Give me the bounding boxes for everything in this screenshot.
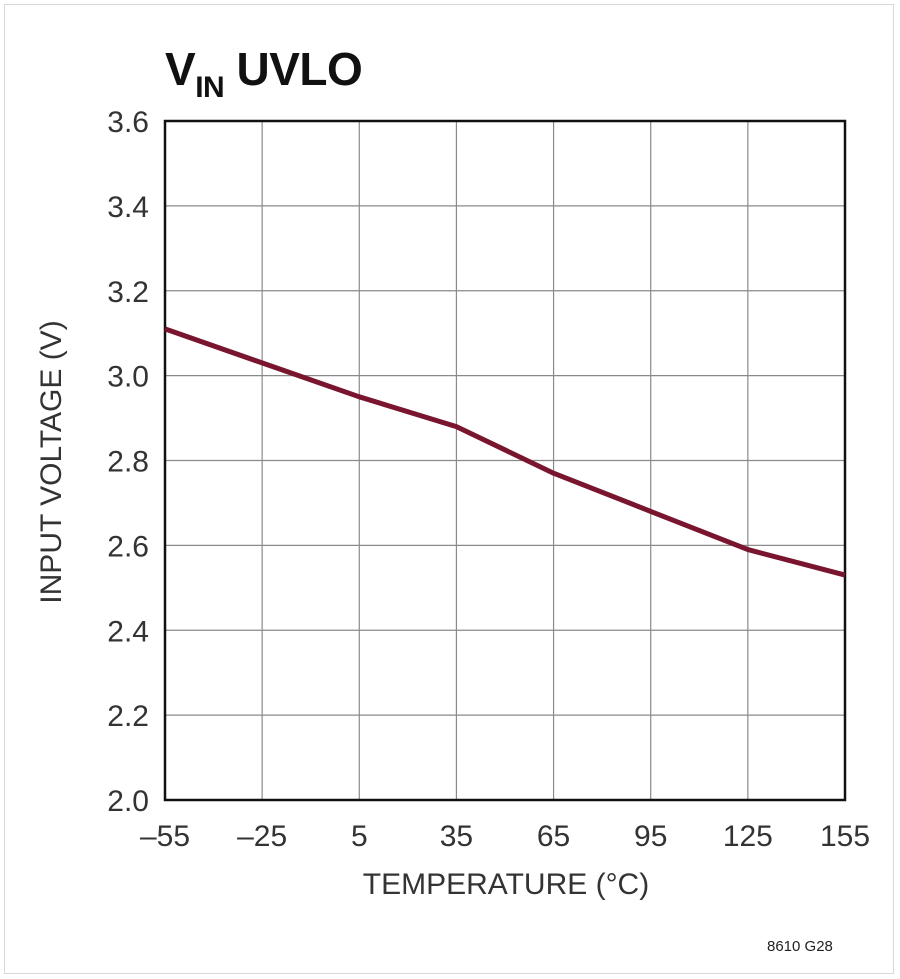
y-tick-label: 3.6	[107, 106, 149, 139]
x-tick-label: 5	[351, 820, 368, 853]
y-tick-label: 3.4	[107, 191, 149, 224]
y-tick-label: 3.2	[107, 276, 149, 309]
x-tick-label: 95	[634, 820, 667, 853]
y-tick-label: 2.6	[107, 530, 149, 563]
y-tick-label: 2.4	[107, 615, 149, 648]
y-tick-label: 2.2	[107, 700, 149, 733]
x-tick-label: 155	[820, 820, 870, 853]
plot-area-border	[163, 119, 847, 802]
y-tick-label: 2.0	[107, 785, 149, 818]
x-tick-label: –25	[237, 820, 287, 853]
x-tick-label: –55	[140, 820, 190, 853]
chart-title-suffix: UVLO	[224, 43, 363, 95]
x-tick-label: 65	[537, 820, 570, 853]
chart-title-subscript: IN	[195, 71, 225, 104]
x-tick-label: 125	[723, 820, 773, 853]
chart-title: VIN UVLO	[165, 43, 363, 104]
x-axis-label: TEMPERATURE (°C)	[362, 868, 650, 901]
figure-id-note: 8610 G28	[767, 938, 833, 955]
y-tick-label: 2.8	[107, 446, 149, 479]
x-tick-label: 35	[440, 820, 473, 853]
chart-frame	[4, 4, 894, 974]
y-tick-label: 3.0	[107, 361, 149, 394]
series-line	[164, 326, 846, 578]
